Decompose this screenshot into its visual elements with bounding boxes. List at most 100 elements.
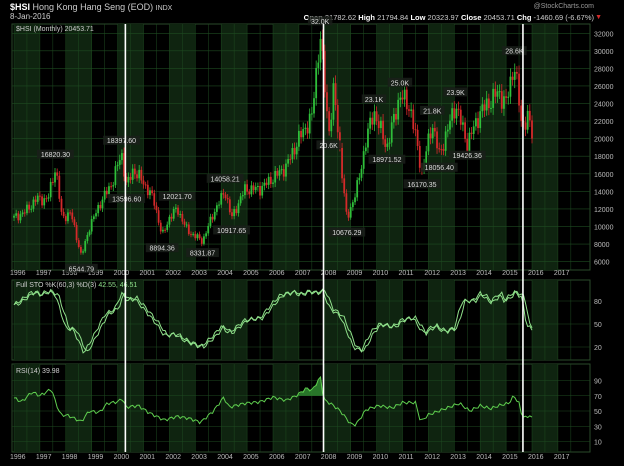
candle-body — [181, 213, 184, 222]
candle-body — [99, 204, 102, 209]
candle-body — [425, 151, 428, 164]
y-tick-label: 90 — [594, 379, 602, 386]
x-tick-label: 2014 — [476, 270, 492, 277]
candle-body — [21, 212, 24, 215]
candle-body — [60, 198, 63, 212]
candle-body — [310, 113, 313, 115]
candle-body — [136, 174, 138, 179]
candle-body — [200, 238, 203, 244]
candle-body — [265, 182, 268, 185]
x-tick-label: 2005 — [243, 454, 259, 461]
candle-body — [194, 233, 197, 239]
candle-body — [377, 121, 380, 129]
candle-body — [390, 122, 393, 143]
annotation-box — [108, 193, 146, 203]
x-tick-label: 1999 — [88, 270, 104, 277]
x-tick-label: 2010 — [373, 270, 389, 277]
candle-body — [326, 92, 328, 112]
candle-body — [246, 184, 248, 192]
annotation-label: 23.9K — [446, 90, 465, 97]
candle-body — [412, 109, 415, 130]
candle-body — [483, 104, 486, 111]
open-value: 21782.62 — [324, 13, 357, 22]
candle-body — [54, 172, 56, 183]
candle-body — [205, 233, 207, 237]
x-tick-label: 2007 — [295, 270, 311, 277]
y-tick-label: 32000 — [594, 31, 614, 38]
candle-body — [427, 133, 430, 152]
x-tick-label: 2008 — [321, 270, 337, 277]
candle-body — [531, 120, 533, 139]
candle-body — [23, 212, 26, 214]
candle-body — [462, 122, 464, 125]
candle-body — [233, 209, 236, 217]
candle-body — [32, 199, 35, 209]
candle-body — [274, 171, 277, 183]
x-tick-label: 2011 — [399, 270, 414, 277]
x-tick-label: 1997 — [36, 270, 52, 277]
candle-body — [339, 132, 341, 148]
y-tick-label: 10 — [594, 440, 602, 447]
y-tick-label: 22000 — [594, 119, 614, 126]
y-tick-label: 30 — [594, 424, 602, 431]
candle-body — [401, 97, 404, 100]
candle-body — [380, 120, 382, 129]
candle-body — [196, 234, 199, 239]
y-tick-label: 8000 — [594, 242, 610, 249]
candle-body — [222, 193, 225, 195]
x-tick-label: 2017 — [554, 454, 570, 461]
candle-body — [84, 240, 87, 252]
candle-body — [289, 159, 292, 161]
candle-body — [183, 221, 186, 225]
x-tick-label: 2004 — [217, 270, 233, 277]
candle-body — [304, 127, 307, 129]
candle-body — [317, 62, 320, 68]
candle-body — [315, 67, 318, 99]
candle-body — [321, 38, 324, 51]
annotation-box — [448, 150, 486, 160]
annotation-box — [206, 173, 244, 183]
annotation-box — [64, 263, 98, 273]
price-legend: $HSI (Monthly) 20453.71 — [16, 26, 94, 33]
candle-body — [362, 151, 365, 169]
candle-body — [95, 213, 97, 217]
annotation-box — [37, 149, 74, 159]
close-label: Close — [460, 13, 482, 22]
x-tick-label: 2014 — [476, 454, 492, 461]
candle-body — [187, 224, 190, 235]
rsi-legend: RSI(14) 39.98 — [16, 368, 60, 375]
close-value: 20453.71 — [483, 13, 515, 22]
x-tick-label: 2008 — [321, 454, 337, 461]
candle-body — [244, 184, 246, 196]
candle-body — [155, 205, 158, 211]
candle-body — [440, 149, 443, 151]
candle-body — [71, 212, 74, 220]
candle-body — [252, 185, 255, 191]
x-tick-label: 2002 — [165, 270, 181, 277]
candle-body — [371, 117, 374, 125]
candle-body — [354, 197, 356, 203]
candle-body — [263, 182, 266, 186]
candle-body — [494, 88, 497, 97]
y-tick-label: 26000 — [594, 84, 614, 91]
candle-body — [34, 199, 37, 202]
candle-body — [73, 219, 76, 226]
candle-body — [472, 126, 475, 134]
x-tick-label: 1998 — [62, 270, 78, 277]
candle-body — [142, 180, 145, 185]
candle-body — [433, 127, 436, 132]
annotation-label: 18056.40 — [425, 165, 454, 172]
candle-body — [272, 182, 274, 184]
candle-body — [276, 171, 279, 176]
candle-body — [345, 193, 348, 212]
annotation-label: 20.6K — [320, 143, 339, 150]
annotation-label: 28.6K — [505, 49, 524, 56]
x-tick-label: 1999 — [88, 454, 104, 461]
annotation-label: 16170.35 — [407, 182, 436, 189]
x-tick-label: 2012 — [424, 454, 440, 461]
x-tick-label: 2011 — [399, 454, 414, 461]
y-tick-label: 16000 — [594, 172, 614, 179]
candle-body — [302, 128, 305, 138]
candle-body — [349, 207, 352, 218]
